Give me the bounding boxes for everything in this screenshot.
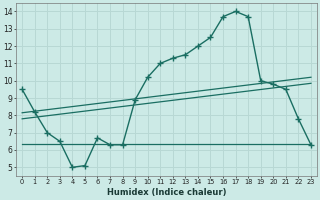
X-axis label: Humidex (Indice chaleur): Humidex (Indice chaleur) <box>107 188 226 197</box>
